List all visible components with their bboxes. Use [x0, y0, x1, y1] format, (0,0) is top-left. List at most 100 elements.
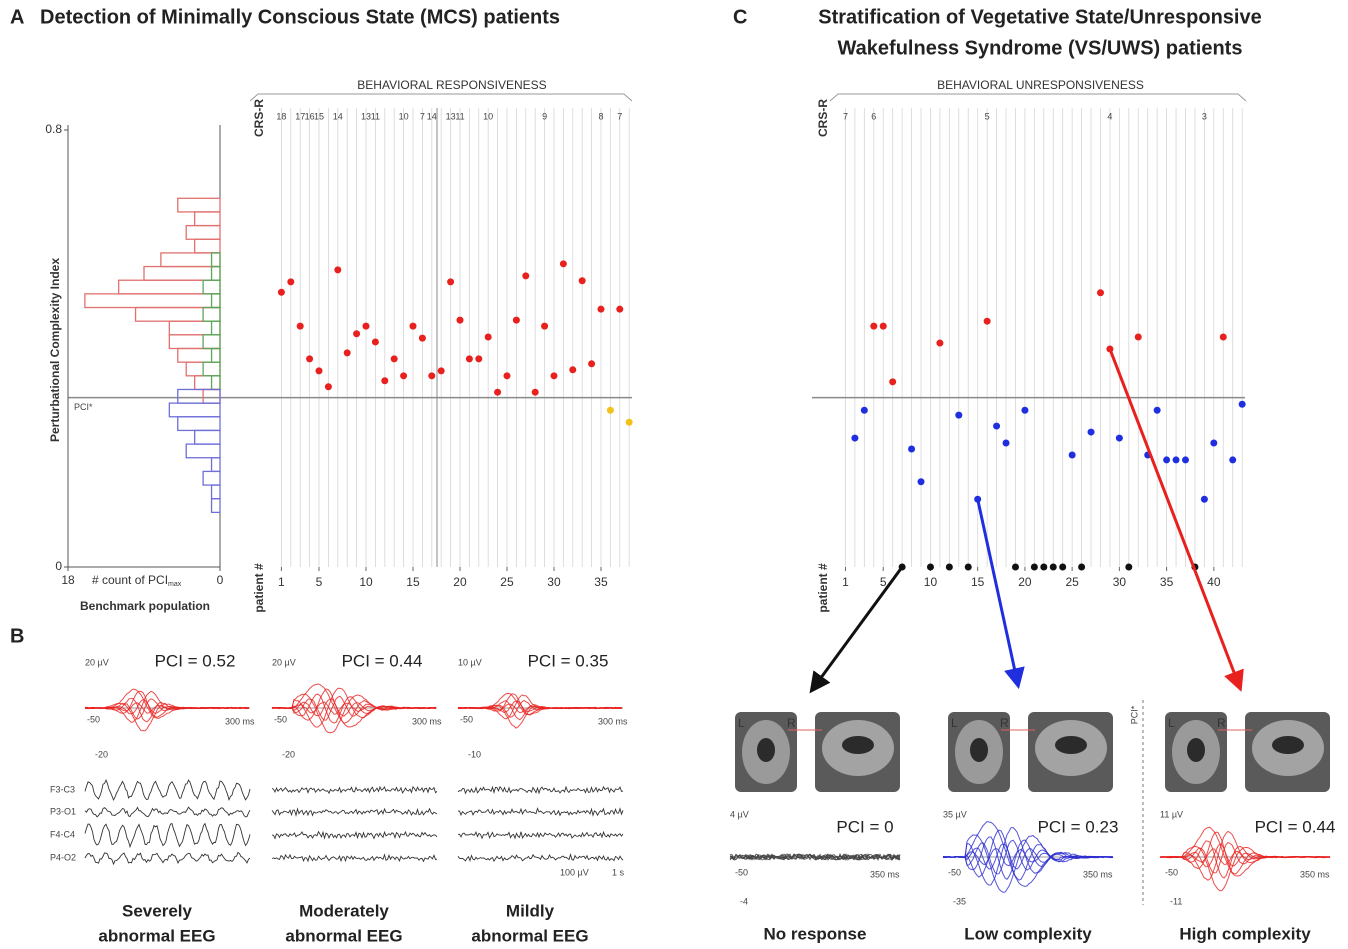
caption: Severely — [122, 901, 192, 920]
data-point — [861, 407, 868, 414]
hist-bar — [212, 253, 220, 267]
brain-ventricle — [1272, 736, 1304, 754]
data-point — [334, 266, 341, 273]
data-point — [532, 389, 539, 396]
hist-bar — [212, 485, 220, 499]
amp-top: 10 µV — [458, 657, 482, 667]
hist-bar — [178, 349, 220, 363]
eeg-trace — [85, 807, 250, 817]
crs-score: 8 — [598, 111, 603, 121]
pointer-arrow — [978, 499, 1018, 685]
hist-bar — [203, 389, 220, 403]
crs-score: 9 — [542, 111, 547, 121]
data-point — [1040, 564, 1047, 571]
crs-score: 11 — [455, 111, 464, 121]
data-point — [946, 564, 953, 571]
crs-score: 18 — [276, 111, 286, 121]
eeg-trace — [458, 787, 623, 794]
data-point — [965, 564, 972, 571]
crs-score: 13 — [446, 111, 456, 121]
brain-ventricle — [757, 738, 775, 762]
hist-bar — [178, 198, 220, 212]
data-point — [447, 278, 454, 285]
eeg-trace — [458, 832, 623, 839]
data-point — [1078, 564, 1085, 571]
data-point — [1135, 334, 1142, 341]
channel-label: P3-O1 — [50, 806, 76, 816]
eeg-trace — [85, 780, 250, 800]
data-point — [908, 446, 915, 453]
y-axis-label: Perturbational Complexity Index — [48, 258, 62, 442]
crs-score: 3 — [1202, 111, 1207, 121]
hist-bar — [203, 471, 220, 485]
data-point — [579, 277, 586, 284]
data-point — [993, 423, 1000, 430]
crs-score: 4 — [1107, 111, 1112, 121]
time-start: -50 — [87, 714, 100, 724]
crs-score: 15 — [314, 111, 324, 121]
crs-score: 7 — [617, 111, 622, 121]
panel-title: Detection of Minimally Conscious State (… — [40, 6, 560, 28]
panel-title: Stratification of Vegetative State/Unres… — [818, 6, 1261, 28]
caption: Low complexity — [964, 924, 1092, 943]
caption: abnormal EEG — [285, 926, 402, 945]
brain-ventricle — [1055, 736, 1087, 754]
x-tick-label: 5 — [316, 575, 323, 589]
data-point — [851, 435, 858, 442]
caption: High complexity — [1179, 924, 1311, 943]
x-axis-label: patient # — [816, 563, 830, 613]
data-point — [880, 323, 887, 330]
amp-top: 11 µV — [1160, 809, 1183, 819]
eeg-trace — [272, 832, 437, 839]
data-point — [372, 338, 379, 345]
x-tick-label: 20 — [1018, 575, 1032, 589]
brain-ventricle — [1187, 738, 1205, 762]
crs-score: 11 — [371, 111, 380, 121]
data-point — [889, 378, 896, 385]
eeg-trace — [272, 787, 437, 793]
hist-bar — [169, 335, 220, 349]
top-label: BEHAVIORAL UNRESPONSIVENESS — [937, 78, 1144, 92]
hist-bar — [186, 444, 220, 458]
x-tick-label: 1 — [842, 575, 849, 589]
hist-label: # count of PCImax — [92, 573, 182, 588]
x-tick-label: 25 — [1065, 575, 1079, 589]
data-point — [381, 377, 388, 384]
time-end: 350 ms — [1083, 869, 1113, 879]
caption: No response — [764, 924, 867, 943]
bracket — [830, 94, 1246, 101]
scale-label: 100 µV — [560, 867, 589, 877]
hist-bar — [203, 280, 220, 294]
hist-bar — [212, 349, 220, 363]
data-point — [1201, 496, 1208, 503]
hist-bar — [212, 294, 220, 308]
data-point — [927, 564, 934, 571]
amp-bottom: -10 — [468, 749, 481, 759]
data-point — [626, 419, 633, 426]
eeg-trace — [458, 809, 623, 816]
data-point — [1012, 564, 1019, 571]
data-point — [466, 355, 473, 362]
hist-bar — [178, 417, 220, 431]
hist-bar — [144, 267, 220, 281]
x-axis-label: patient # — [252, 563, 266, 613]
crs-score: 6 — [871, 111, 876, 121]
waveform — [458, 693, 622, 715]
threshold-label: PCI* — [1129, 705, 1139, 724]
data-point — [344, 349, 351, 356]
data-point — [287, 278, 294, 285]
brain-ventricle — [970, 738, 988, 762]
crs-score: 10 — [399, 111, 409, 121]
data-point — [597, 306, 604, 313]
data-point — [1229, 456, 1236, 463]
data-point — [955, 412, 962, 419]
bracket — [250, 94, 632, 101]
pci-label: PCI = 0.52 — [155, 651, 236, 670]
x-tick-label: 10 — [924, 575, 938, 589]
channel-label: F4-C4 — [50, 829, 75, 839]
data-point — [278, 289, 285, 296]
crs-score: 10 — [483, 111, 493, 121]
x-tick-label: 35 — [1160, 575, 1174, 589]
data-point — [362, 323, 369, 330]
y-tick-label: 0.8 — [45, 122, 62, 136]
